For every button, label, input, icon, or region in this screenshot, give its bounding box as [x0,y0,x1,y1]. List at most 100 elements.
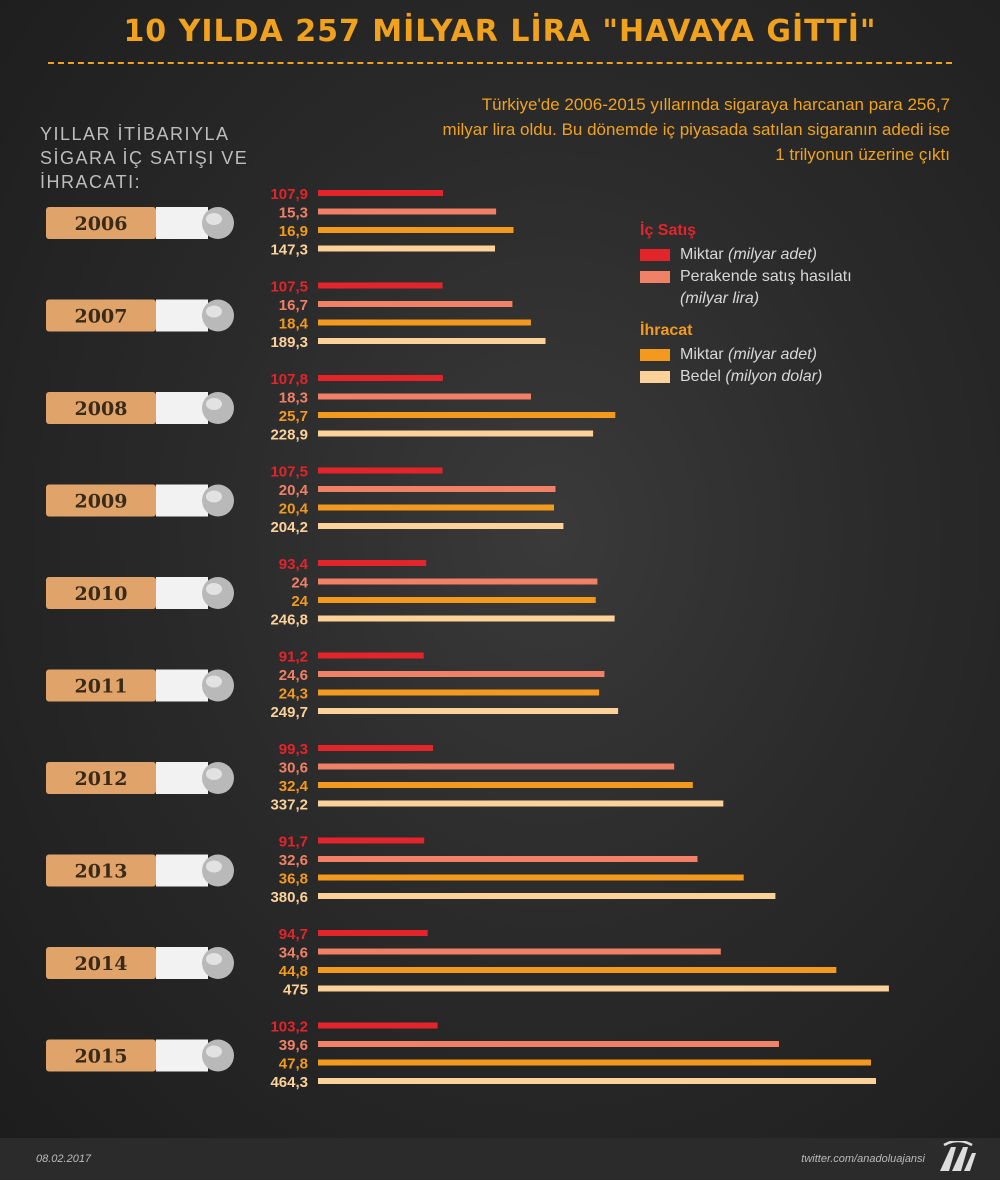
data-label: 32,4 [279,778,309,795]
cigarette-ash-highlight [206,213,222,225]
cigarette-filter [46,1039,156,1072]
legend-swatch-ic-miktar [640,249,670,261]
bar-ih_miktar [318,1059,871,1066]
bar-ih_bedel [318,800,724,807]
data-label: 25,7 [279,408,308,425]
cigarette-ash-highlight [206,398,222,410]
bar-ih_miktar [318,967,837,973]
data-label: 34,6 [279,945,308,962]
bar-ih_miktar [318,319,531,326]
bar-ih_bedel [318,985,889,992]
cigarette-ash-highlight [206,675,222,688]
data-label: 24 [291,593,308,610]
bar-ic_miktar [318,560,427,566]
cigarette-paper [156,392,208,424]
bar-ic_hasilat [318,578,598,585]
data-label: 91,7 [279,834,308,851]
cigarette-filter [46,299,156,332]
data-label: 18,4 [279,316,309,333]
data-label: 107,9 [270,186,308,203]
cigarette-filter [46,854,156,887]
bar-ic_miktar [318,652,424,659]
year-label: 2013 [75,861,128,883]
data-label: 249,7 [270,704,308,721]
legend-label: Perakende satış hasılatı [680,268,852,285]
legend-swatch-ih-bedel [640,371,670,383]
cigarette-ash-highlight [206,1045,222,1058]
data-label: 36,8 [279,871,308,888]
cigarette-ash-highlight [206,953,222,965]
cigarette-ash-highlight [206,860,222,873]
legend-item-ih-bedel: Bedel (milyon dolar) [640,366,960,388]
bar-ih_miktar [318,597,596,603]
legend-unit: (milyar adet) [728,246,817,263]
data-label: 189,3 [270,334,308,351]
twitter-handle[interactable]: twitter.com/anadoluajansi [801,1153,925,1165]
data-label: 246,8 [270,612,308,629]
legend-ihracat-heading: İhracat [640,322,693,339]
legend-unit: (milyar adet) [728,346,817,363]
cigarette-paper [156,207,208,239]
legend-item-ic-hasilat: Perakende satış hasılatı (milyar lira) [640,266,960,310]
bar-ih_bedel [318,523,564,529]
cigarette-paper [156,762,208,794]
footer-bar [0,1138,1000,1180]
data-label: 93,4 [279,556,309,573]
legend-unit: (milyon dolar) [725,368,823,385]
bar-ic_miktar [318,467,443,474]
cigarette-ash-highlight [206,583,222,595]
year-label: 2006 [75,213,128,235]
bar-ih_bedel [318,430,594,437]
bar-ih_bedel [318,615,615,622]
title-divider [48,62,952,64]
data-label: 24,6 [279,667,308,684]
legend-ic-satis-heading: İç Satış [640,222,697,239]
data-label: 15,3 [279,205,308,222]
data-label: 16,7 [279,297,308,314]
aa-logo-icon [940,1141,976,1171]
data-label: 99,3 [279,741,308,758]
legend-unit: (milyar lira) [680,290,760,307]
year-label: 2012 [75,768,128,790]
bar-ih_bedel [318,708,619,714]
cigarette-ash-highlight [206,490,222,503]
bar-ih_miktar [318,412,616,418]
cigarette-filter [46,669,156,702]
data-label: 91,2 [279,649,308,666]
legend-item-ic-miktar: Miktar (milyar adet) [640,244,960,266]
legend-label: Miktar [680,246,724,263]
data-label: 475 [283,982,308,999]
data-label: 107,5 [270,279,308,296]
bar-ic_hasilat [318,1041,779,1047]
data-label: 20,4 [279,482,309,499]
data-label: 20,4 [279,501,309,518]
bar-ih_bedel [318,893,776,899]
data-label: 39,6 [279,1037,308,1054]
bar-ih_miktar [318,874,744,881]
cigarette-filter [46,577,156,609]
cigarette-ash-highlight [206,768,222,780]
bar-ic_hasilat [318,393,531,400]
cigarette-filter [46,484,156,517]
legend-swatch-ih-miktar [640,349,670,361]
bar-ic_hasilat [318,763,675,770]
data-label: 337,2 [270,797,308,814]
cigarette-filter [46,392,156,424]
legend-label: Bedel [680,368,721,385]
data-label: 30,6 [279,760,308,777]
year-label: 2014 [75,953,128,975]
year-label: 2007 [75,306,128,328]
cigarette-paper [156,577,208,609]
bar-ic_hasilat [318,301,513,307]
legend-swatch-ic-hasilat [640,271,670,283]
data-label: 16,9 [279,223,308,240]
legend-label: Miktar [680,346,724,363]
bar-ic_miktar [318,282,443,289]
bar-ic_miktar [318,837,425,844]
data-label: 47,8 [279,1056,308,1073]
bar-ic_hasilat [318,948,721,955]
data-label: 147,3 [270,242,308,259]
bar-ih_miktar [318,782,693,788]
data-label: 32,6 [279,852,308,869]
